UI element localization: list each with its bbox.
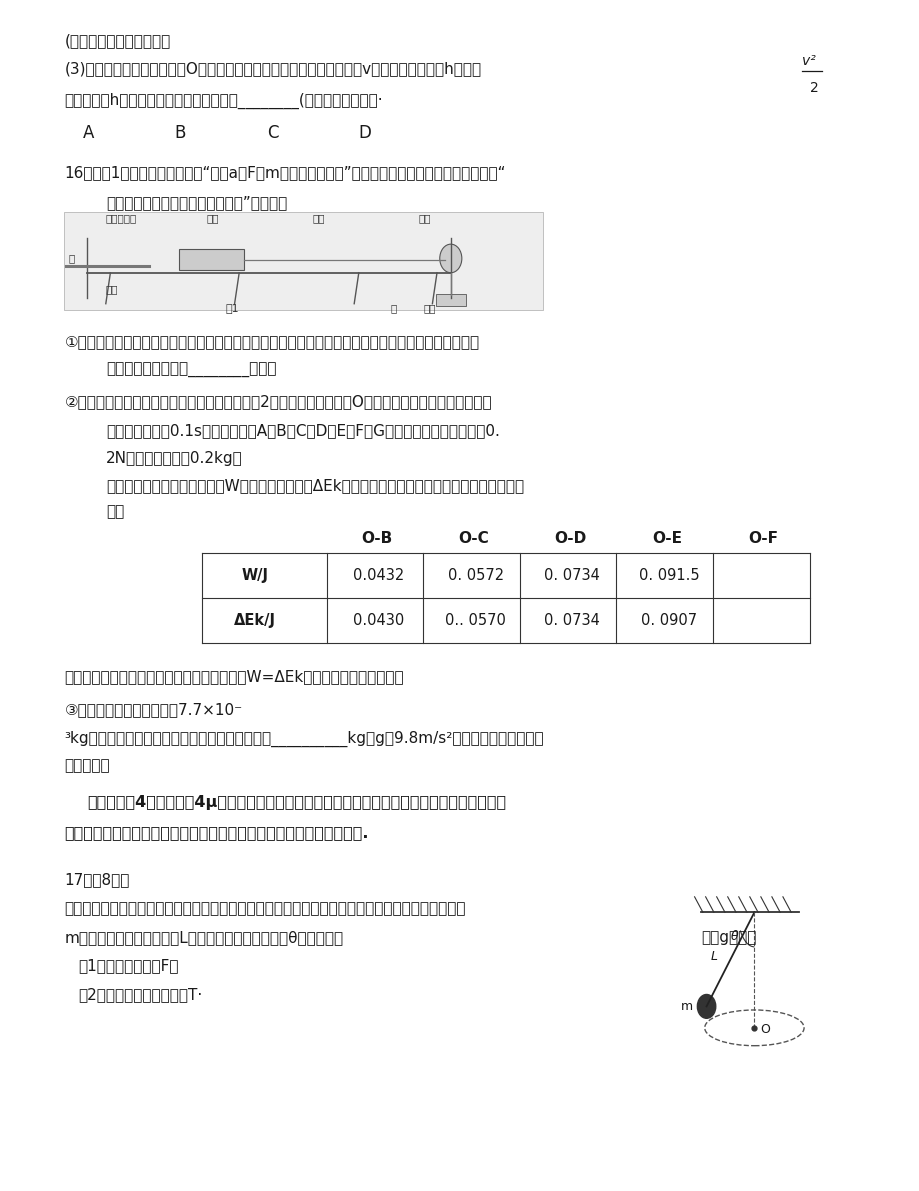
Text: 后答案的不能得分，有数値运算的题，答案中必须明确写出数値和单位.: 后答案的不能得分，有数値运算的题，答案中必须明确写出数値和单位. xyxy=(64,825,369,840)
Text: 0. 0734: 0. 0734 xyxy=(544,568,599,582)
Text: B: B xyxy=(175,124,186,143)
Text: 小车: 小车 xyxy=(207,213,220,223)
Text: 17．（8分）: 17．（8分） xyxy=(64,873,130,887)
Text: θ: θ xyxy=(730,930,737,942)
Text: O: O xyxy=(759,1023,769,1035)
Text: 0. 0907: 0. 0907 xyxy=(640,613,697,628)
Text: 滑轮: 滑轮 xyxy=(418,213,431,223)
Text: 0.0432: 0.0432 xyxy=(353,568,404,582)
Text: ΔEk/J: ΔEk/J xyxy=(233,613,276,628)
Text: 0. 091.5: 0. 091.5 xyxy=(638,568,698,582)
Text: 为纵轴，以h为横轴画出的图像是下图中的________(填选项前的字母）·: 为纵轴，以h为横轴画出的图像是下图中的________(填选项前的字母）· xyxy=(64,93,382,110)
Text: C: C xyxy=(267,124,278,143)
Text: W/J: W/J xyxy=(241,568,268,582)
Text: 请计算小车所受合外力做的功W和小车动能的变化ΔEk，补填表中空格（结果保留至小数点后第四位: 请计算小车所受合外力做的功W和小车动能的变化ΔEk，补填表中空格（结果保留至小数… xyxy=(106,479,523,493)
Text: 选取时间间隔为0.1s的相邻计数点A、B、C、D、E、F、G。实验时小车所受拉力为0.: 选取时间间隔为0.1s的相邻计数点A、B、C、D、E、F、G。实验时小车所受拉力… xyxy=(106,424,499,438)
Text: 细绳: 细绳 xyxy=(312,213,325,223)
Text: O-B: O-B xyxy=(361,531,392,545)
Text: O-F: O-F xyxy=(748,531,777,545)
Text: 師片: 師片 xyxy=(106,285,119,294)
Text: （2）小球圆周运动的周期T·: （2）小球圆周运动的周期T· xyxy=(78,987,202,1002)
Text: ³kg，实验时该组同学放入托盘中的砂码质量应为__________kg（g取9.8m/s²，结果保留至小数点后: ³kg，实验时该组同学放入托盘中的砂码质量应为__________kg（g取9.… xyxy=(64,730,543,747)
FancyBboxPatch shape xyxy=(179,249,244,270)
Circle shape xyxy=(697,994,715,1018)
Text: 研究合外力做功和动能变化的关系”的实验：: 研究合外力做功和动能变化的关系”的实验： xyxy=(106,195,287,210)
Circle shape xyxy=(439,244,461,273)
Text: v²: v² xyxy=(801,55,815,69)
Text: L: L xyxy=(709,950,717,962)
Text: O-C: O-C xyxy=(458,531,489,545)
Text: 0. 0734: 0. 0734 xyxy=(544,613,599,628)
Text: （1）绳的拉力大小F；: （1）绳的拉力大小F； xyxy=(78,959,178,973)
Text: 0. 0572: 0. 0572 xyxy=(447,568,504,582)
Text: 托盘: 托盘 xyxy=(423,304,436,313)
FancyBboxPatch shape xyxy=(436,294,465,306)
Text: O-E: O-E xyxy=(652,531,681,545)
Text: m，且可视为质点，绳长为L，绳子与竖直方向夹角为θ，重力加速: m，且可视为质点，绳长为L，绳子与竖直方向夹角为θ，重力加速 xyxy=(64,930,343,944)
Text: 2N，小车的质量为0.2kg。: 2N，小车的质量为0.2kg。 xyxy=(106,451,243,466)
Text: 16、如图1所示，某组同学借用“探究a与F、m之间的定量关系”的相关实验思想、原理及操作，进行“: 16、如图1所示，某组同学借用“探究a与F、m之间的定量关系”的相关实验思想、原… xyxy=(64,166,505,180)
Text: O-D: O-D xyxy=(553,531,586,545)
Text: 如图，用细线吸着小球，使小球在水平面内做匀速圆周运动（也称为圆锥摇运动），已知小球质量为: 如图，用细线吸着小球，使小球在水平面内做匀速圆周运动（也称为圆锥摇运动），已知小… xyxy=(64,902,465,916)
Text: A: A xyxy=(83,124,94,143)
Text: 0.0430: 0.0430 xyxy=(353,613,404,628)
Text: 图1: 图1 xyxy=(225,304,239,313)
Text: ③实验前已测得托盘质量为7.7×10⁻: ③实验前已测得托盘质量为7.7×10⁻ xyxy=(64,703,243,717)
Text: ②连接细绳及托盘，放人砂码，通过实验得到图2所示的纸带。纸带上O为小车运动起始时刻所打的点，: ②连接细绳及托盘，放人砂码，通过实验得到图2所示的纸带。纸带上O为小车运动起始时… xyxy=(64,394,492,409)
Text: 砂: 砂 xyxy=(391,304,397,313)
FancyBboxPatch shape xyxy=(64,212,542,310)
Text: ）。: ）。 xyxy=(106,505,124,519)
Text: 0.. 0570: 0.. 0570 xyxy=(445,613,505,628)
Text: 带: 带 xyxy=(69,254,75,263)
Text: m: m xyxy=(680,1000,692,1012)
Text: 度为g，求：: 度为g，求： xyxy=(700,930,755,944)
Text: (结果取三位有效数字）；: (结果取三位有效数字）； xyxy=(64,33,170,48)
Text: D: D xyxy=(358,124,371,143)
Text: 纸带判断小车是否做________运动。: 纸带判断小车是否做________运动。 xyxy=(106,363,276,378)
Text: 打点计时器: 打点计时器 xyxy=(106,213,137,223)
Text: ①为达到平衡阻力的目的，取下细绳及托盘，通过调整師片的位置，改变长木板倾斜程度，根据打出的: ①为达到平衡阻力的目的，取下细绳及托盘，通过调整師片的位置，改变长木板倾斜程度，… xyxy=(64,335,479,349)
Text: (3)若测出纸带上所有各点到O点之间的距离，根据纸带算出各点的速度v及物体下落的高度h，则以: (3)若测出纸带上所有各点到O点之间的距离，根据纸带算出各点的速度v及物体下落的… xyxy=(64,62,481,76)
Text: 四、本题兲4个小题，兲4µ分。解答应写出必要的文字说明、方程式和重要演算步骤，只写出最: 四、本题兲4个小题，兲4µ分。解答应写出必要的文字说明、方程式和重要演算步骤，只… xyxy=(87,796,506,810)
Text: 第三位）。: 第三位）。 xyxy=(64,759,110,773)
Text: 2: 2 xyxy=(809,81,818,95)
Text: 分析上述数据可知：在实验误差允许的范围内W=ΔEk，与理论推导结果一致。: 分析上述数据可知：在实验误差允许的范围内W=ΔEk，与理论推导结果一致。 xyxy=(64,669,403,684)
